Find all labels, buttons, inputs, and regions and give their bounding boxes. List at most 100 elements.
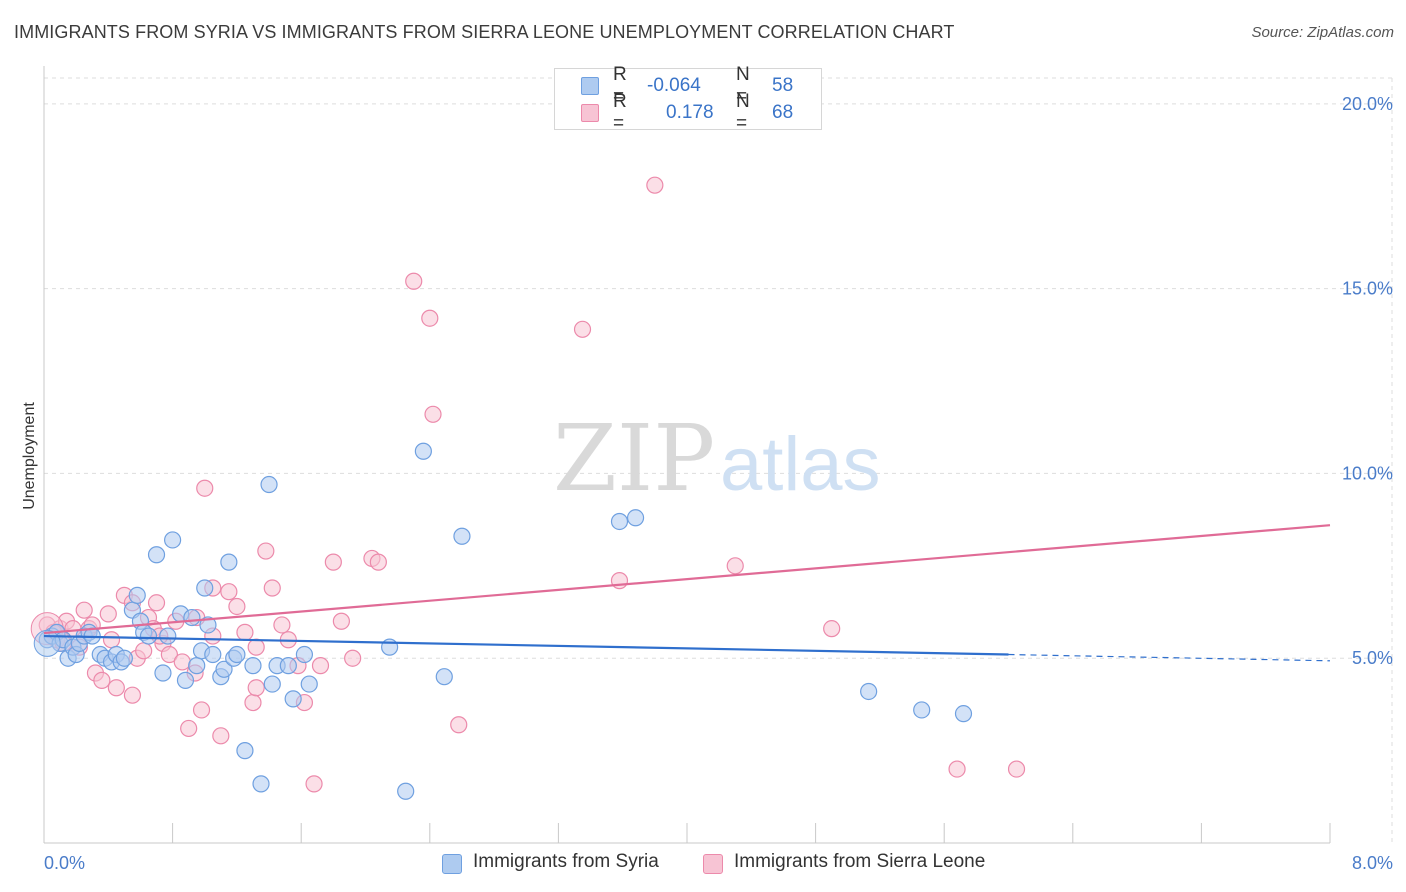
source-label: Source: ZipAtlas.com [1251,24,1394,41]
sierra-leone-point [123,686,142,704]
legend-n-value: 58 [772,75,794,96]
sierra-leone-point [160,645,178,664]
sierra-leone-point [102,631,121,649]
sierra-leone-point [726,557,744,575]
legend-r-value: -0.064 [647,75,701,96]
sierra-leone-point [823,620,841,638]
sierra-leone-point [263,579,281,597]
syria-cluster-point [33,629,61,657]
syria-point [300,675,318,693]
syria-point [215,660,233,678]
bottom-legend-sierra-leone: Immigrants from Sierra Leone [734,851,986,872]
y-tick-label: 15.0% [1342,279,1393,299]
y-tick-label: 5.0% [1352,648,1393,668]
sierra-leone-point [247,679,265,697]
legend-n-label: N = [736,91,750,134]
sierra-leone-point [196,479,214,497]
sierra-leone-point [192,701,211,719]
syria-point [188,657,206,675]
syria-point [397,782,415,800]
sierra-leone-point [421,309,439,327]
trend-lines [43,524,1331,662]
sierra-leone-point [236,623,254,641]
y-axis-label: Unemployment [21,402,38,510]
legend-n-value: 68 [772,102,794,123]
sierra-leone-trend-line [43,524,1331,635]
sierra-leone-point [180,719,198,738]
sierra-leone-point [107,679,125,697]
sierra-leone-point [332,612,350,630]
syria-point [252,775,270,793]
syria-point [263,675,281,693]
sierra-leone-point [247,638,265,656]
sierra-leone-point [305,775,323,793]
sierra-leone-point [212,727,230,745]
y-tick-labels: 5.0% 10.0% 15.0% 20.0% [1342,94,1393,668]
legend-r-value: 0.178 [666,102,714,123]
syria-point [147,546,166,564]
sierra-leone-point [646,176,664,194]
sierra-leone-point [147,594,166,612]
syria-point [610,512,629,531]
y-tick-label: 20.0% [1342,94,1393,114]
sierra-leone-point [75,601,93,619]
x-tick-label-min: 0.0% [44,853,85,873]
correlation-legend: R = -0.064 N = 58 R = 0.178 N = 68 [554,64,822,134]
sierra-leone-point [173,653,191,671]
syria-point [954,705,973,723]
sierra-leone-point [450,716,468,734]
bottom-legend-swatch-sierra-leone [703,854,723,874]
sierra-leone-point [573,320,592,338]
syria-point [244,657,262,675]
syria-point [295,645,314,664]
syria-point [176,671,195,689]
syria-point [128,586,146,604]
syria-point [183,608,201,627]
syria-point [279,657,297,675]
bottom-legend-syria: Immigrants from Syria [473,851,659,872]
syria-point [199,616,217,634]
sierra-leone-point [257,542,275,560]
legend-swatch-sierra-leone [581,104,599,122]
y-tick-label: 10.0% [1342,463,1393,483]
syria-point [164,531,182,549]
series-syria-points [33,442,973,800]
axes [43,66,1331,844]
sierra-leone-point [228,597,246,616]
sierra-leone-point [244,693,262,712]
sierra-leone-point [424,405,442,423]
syria-point [913,701,931,719]
x-tick-label-max: 8.0% [1352,853,1393,873]
syria-point [453,527,471,545]
chart-title: IMMIGRANTS FROM SYRIA VS IMMIGRANTS FROM… [14,22,955,42]
syria-point [228,645,246,664]
syria-point [284,690,302,708]
sierra-leone-point [369,553,387,571]
syria-point [159,627,177,645]
syria-point [220,553,238,571]
syria-point [196,579,214,597]
sierra-leone-point [93,671,111,689]
sierra-leone-point [273,616,291,634]
sierra-leone-point [344,649,362,667]
syria-point [139,627,158,645]
sierra-leone-point [324,553,342,571]
syria-point [154,664,172,682]
syria-trend-line-extension [1008,653,1331,662]
sierra-leone-point [405,272,423,290]
syria-point [260,475,278,494]
syria-point [626,509,645,527]
syria-point [435,668,453,686]
watermark-atlas: atlas [720,422,881,507]
syria-point [204,645,222,664]
bottom-legend-swatch-syria [442,854,462,874]
syria-point [860,682,878,701]
sierra-leone-point [220,583,238,601]
syria-point [115,649,133,667]
watermark-zip: ZIP [553,405,715,512]
syria-point [236,742,254,760]
watermark: ZIP atlas [553,405,881,512]
sierra-leone-point [948,760,966,778]
sierra-leone-point [99,605,117,623]
